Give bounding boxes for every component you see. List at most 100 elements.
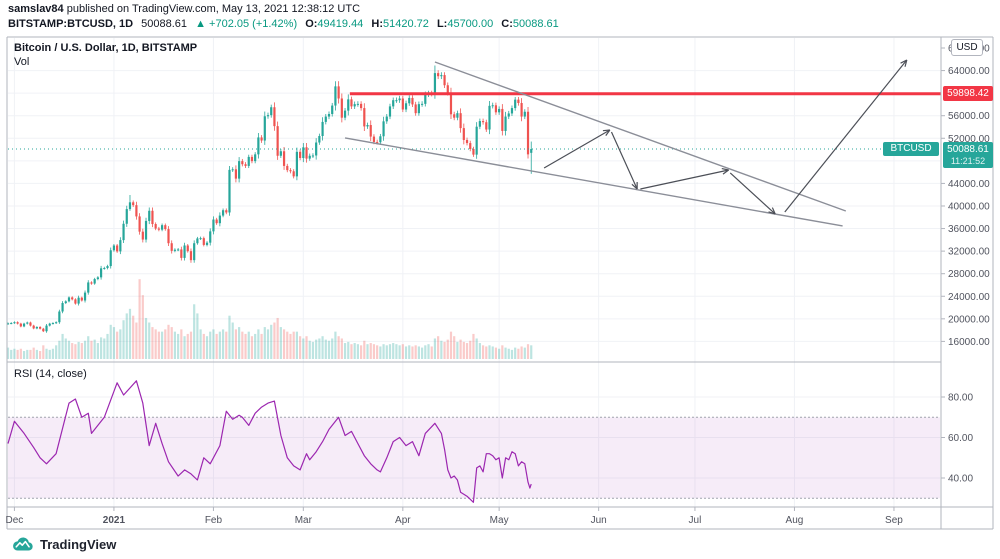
projection-arrow[interactable] (640, 167, 729, 190)
volume-bar (116, 331, 119, 359)
candle-body (282, 151, 286, 166)
candle-body (135, 205, 138, 217)
candle-body (266, 115, 270, 117)
volume-bar (465, 343, 469, 359)
symbol-interval[interactable]: BITSTAMP:BTCUSD, 1D (8, 18, 134, 30)
volume-bar (481, 345, 485, 359)
candle-body (462, 128, 465, 140)
volume-bar (125, 313, 128, 359)
rsi-legend[interactable]: RSI (14, close) (14, 368, 87, 380)
currency-unit-button[interactable]: USD (951, 39, 983, 56)
volume-bar (462, 341, 465, 359)
candles (6, 65, 533, 333)
candle-body (414, 104, 417, 114)
candle-body (408, 97, 411, 104)
volume-bar (507, 348, 510, 359)
volume-bar (221, 329, 225, 359)
volume-bar (99, 337, 103, 359)
candle-body (77, 297, 80, 304)
volume-bar (478, 343, 481, 359)
candle-body (199, 238, 202, 240)
drawings[interactable] (8, 59, 941, 227)
candle-body (116, 245, 119, 252)
candle-body (148, 210, 151, 221)
candle-body (318, 136, 321, 143)
candle-body (250, 156, 254, 162)
axis-label: 40000.00 (948, 201, 990, 212)
volume-bar (315, 339, 318, 359)
candle-body (520, 103, 523, 117)
volume-bar (109, 324, 112, 359)
volume-bar (398, 345, 401, 359)
volume-bar (177, 333, 180, 359)
volume-bar (340, 338, 343, 359)
time-axis-label: Jul (689, 515, 702, 526)
volume-bar (19, 348, 22, 359)
volume-bar (186, 333, 189, 359)
volume-bar (440, 340, 443, 359)
volume-legend[interactable]: Vol (14, 56, 30, 68)
open-value: 49419.44 (317, 18, 364, 30)
candle-body (392, 100, 395, 107)
wedge-support[interactable] (344, 137, 843, 227)
volume-bar (90, 340, 93, 359)
candle-body (144, 220, 148, 240)
candle-body (379, 136, 382, 143)
volume-bar (523, 347, 526, 359)
candle-body (321, 121, 324, 137)
volume-bar (26, 349, 29, 359)
arrow-head (904, 59, 908, 67)
axis-label: 60.00 (948, 433, 973, 444)
volume-bar (404, 346, 408, 359)
volume-bar (276, 317, 279, 359)
candle-body (472, 148, 475, 155)
volume-bar (234, 329, 238, 359)
candle-body (273, 107, 276, 127)
projection-arrow[interactable] (610, 131, 638, 190)
axis-label: 80.00 (948, 393, 973, 404)
candle-body (257, 137, 260, 155)
volume-bar (148, 322, 151, 359)
candle-body (16, 322, 19, 324)
volume-bar (71, 343, 74, 359)
volume-bar (87, 336, 90, 359)
candle-body (504, 116, 507, 131)
volume-bar (433, 338, 437, 359)
volume-bar (520, 346, 523, 359)
volume-bar (376, 345, 379, 359)
arrow-head (771, 207, 776, 215)
volume-bar (475, 338, 478, 359)
volume-bar (167, 324, 170, 359)
chart-legend[interactable]: Bitcoin / U.S. Dollar, 1D, BITSTAMP (14, 42, 198, 54)
volume-bar (401, 344, 404, 359)
projection-arrow[interactable] (784, 59, 908, 213)
candle-body (180, 249, 183, 258)
arrow-shaft (610, 131, 638, 190)
candle-body (87, 282, 90, 293)
change-arrow-icon: ▲ (195, 18, 206, 30)
tradingview-footer[interactable]: TradingView (12, 536, 116, 552)
volume-bar (16, 349, 19, 359)
candle-body (494, 105, 498, 113)
candle-body (327, 114, 331, 117)
publish-header: samslav84 published on TradingView.com, … (8, 3, 360, 15)
volume-bar (119, 329, 122, 359)
close-value: 50088.61 (512, 18, 559, 30)
projection-arrow[interactable] (729, 172, 776, 215)
symbol-header: BITSTAMP:BTCUSD, 1D 50088.61 ▲ +702.05 (… (8, 18, 559, 30)
volume-bar (218, 331, 221, 359)
candle-body (128, 202, 132, 210)
volume-bar (504, 347, 507, 359)
candle-body (523, 111, 526, 117)
last-price-label: 50088.61 11:21:52 (943, 142, 993, 169)
wedge-resistance[interactable] (434, 61, 847, 212)
candle-body (360, 103, 363, 109)
volume-bar (510, 349, 514, 359)
axes[interactable]: 68000.0064000.0056000.0052000.0044000.00… (6, 36, 994, 530)
volume-bar (112, 327, 116, 359)
volume-bar (157, 331, 160, 359)
resistance-price-label: 59898.42 (943, 86, 993, 102)
projection-arrow[interactable] (543, 129, 611, 169)
candle-body (376, 141, 379, 143)
